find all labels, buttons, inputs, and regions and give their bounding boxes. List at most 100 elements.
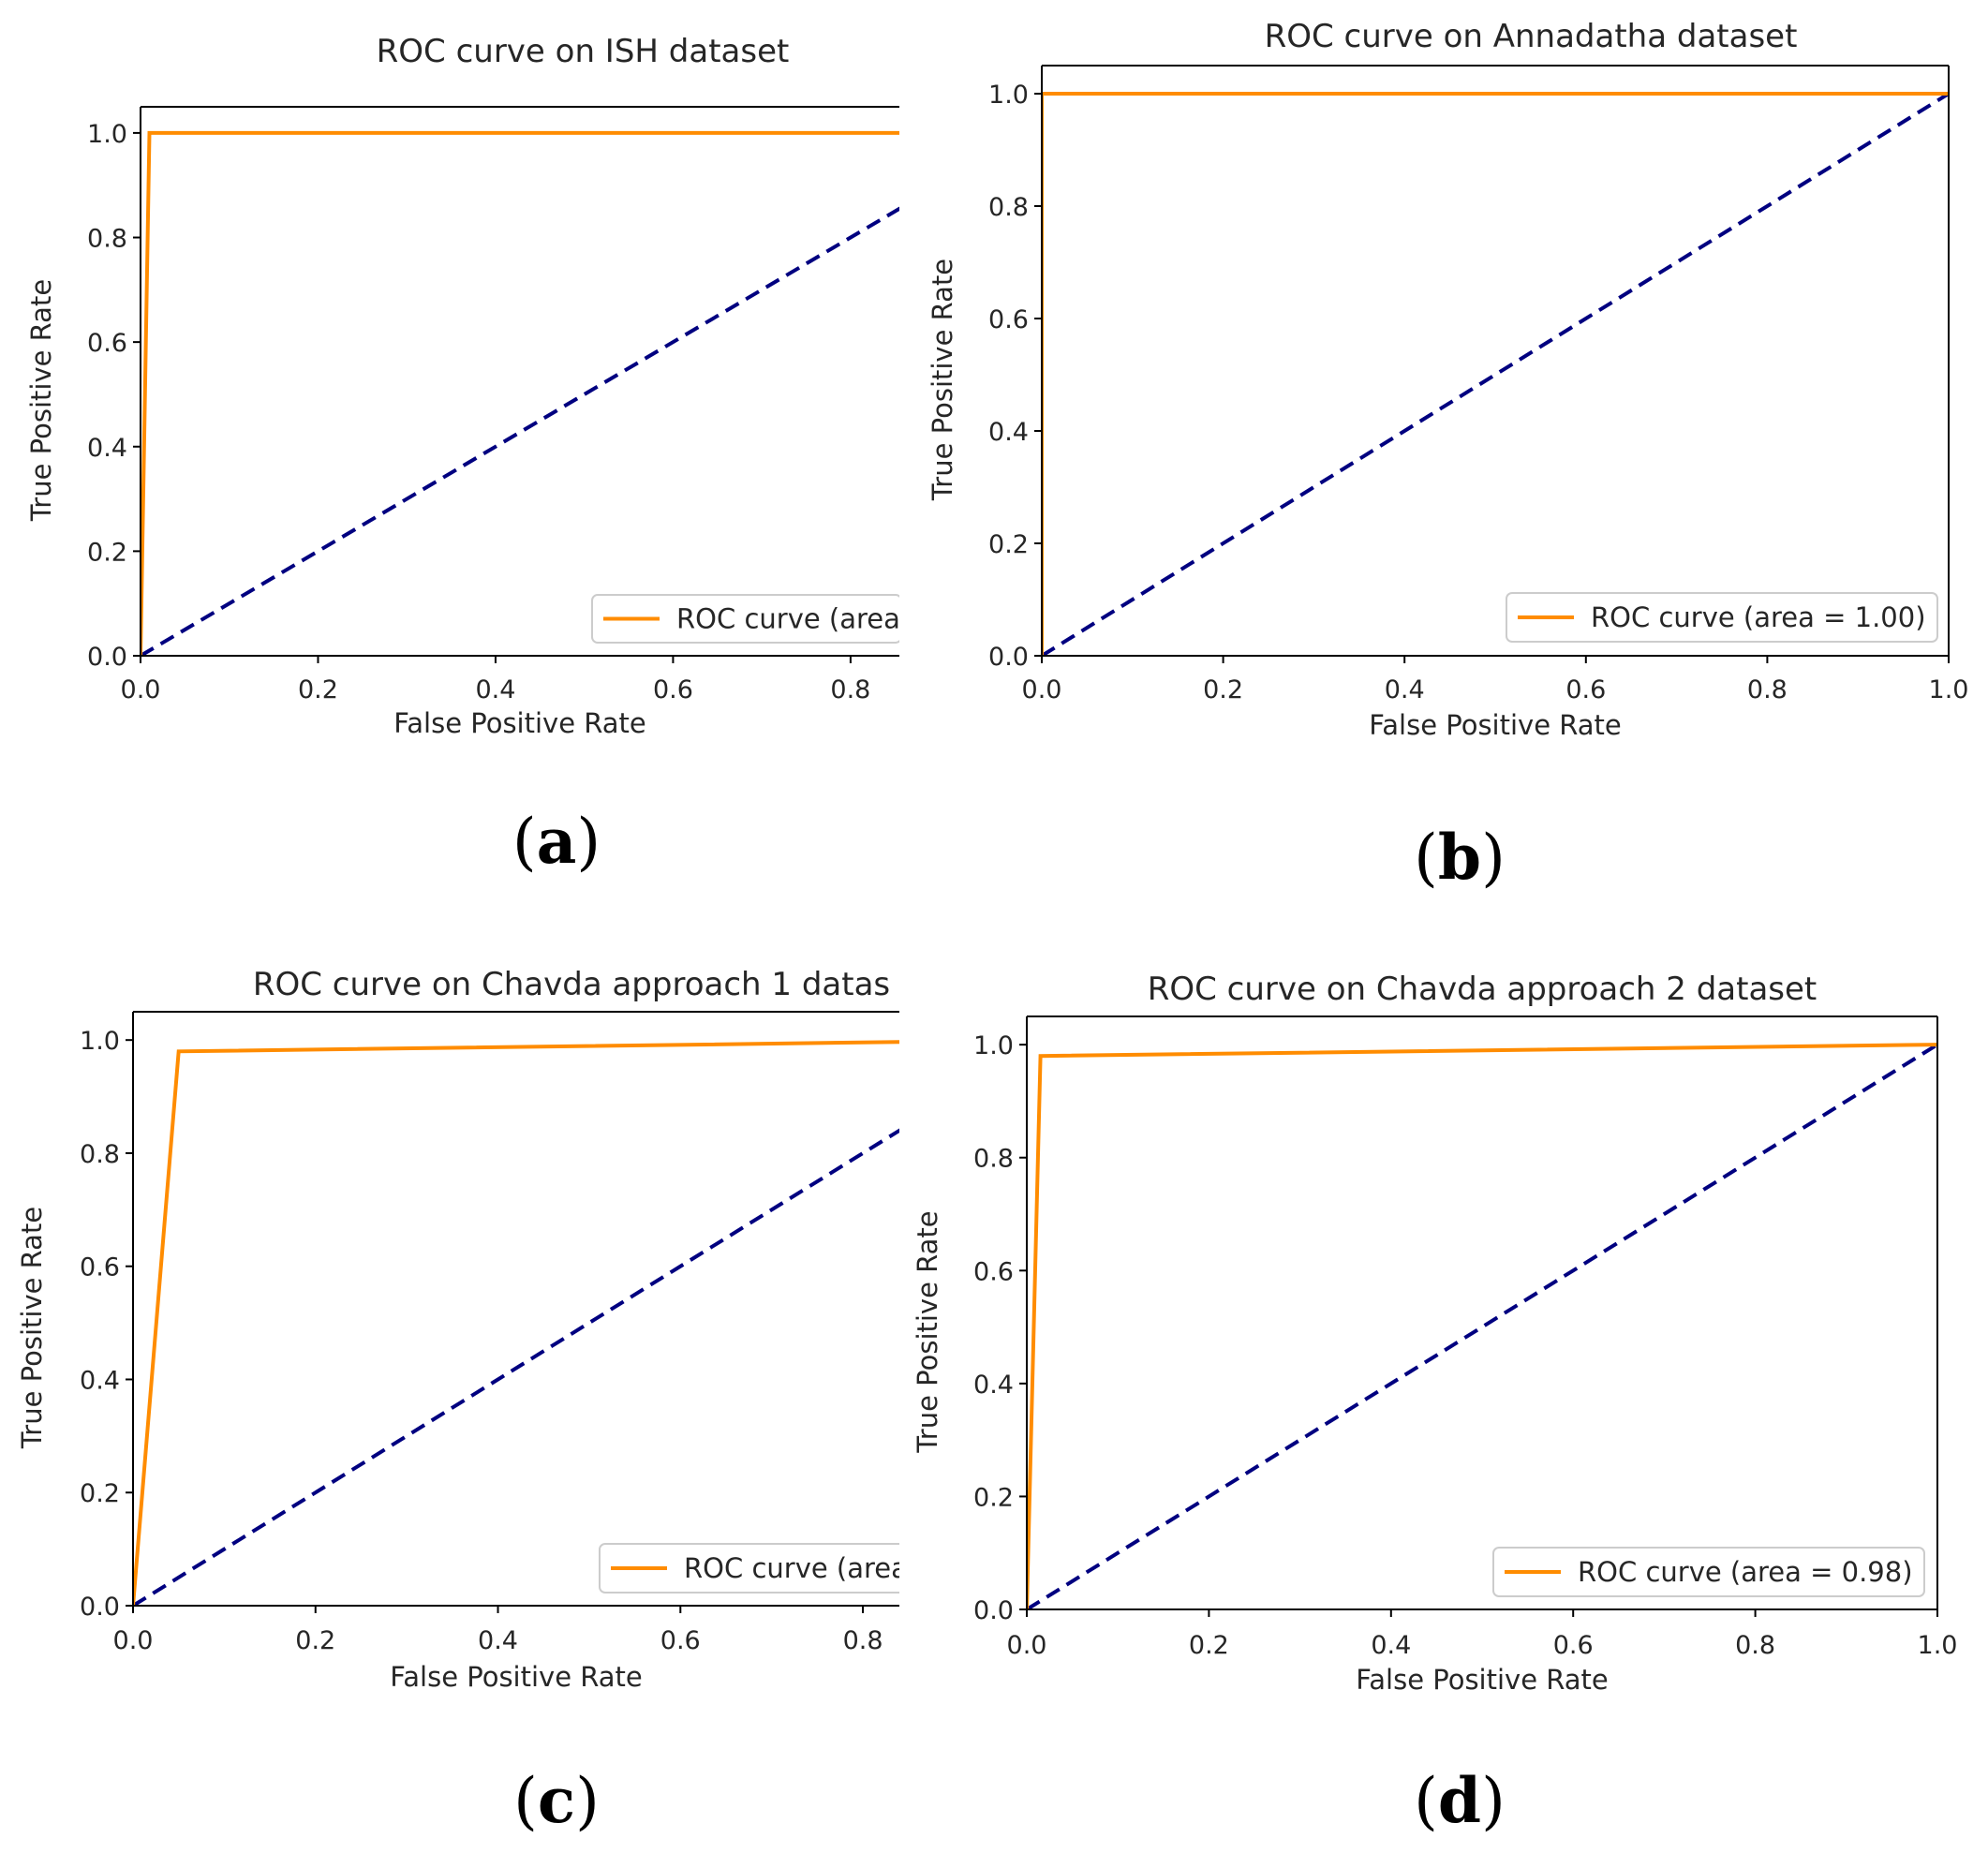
y-tick-label: 0.0 xyxy=(87,643,127,672)
y-axis-label: True Positive Rate xyxy=(912,1210,943,1453)
legend: ROC curve (area = 0.98) xyxy=(1492,1547,1925,1597)
x-tick-label: 0.2 xyxy=(298,675,338,704)
chart-title: ROC curve on Annadatha dataset xyxy=(1265,18,1798,55)
panel-label-close-paren: ) xyxy=(1481,822,1506,894)
axes-frame: 0.0 0.2 0.4 0.6 0.8 0.0 0.2 0.4 0.6 0.8 1.0 xyxy=(87,106,899,704)
chart-panel-c: 0.0 0.2 0.4 0.6 0.8 0.0 0.2 0.4 0.6 0.8 1.0 ROC cur… xyxy=(16,966,908,1837)
panel-label-open-paren: ( xyxy=(1414,1765,1438,1837)
y-tick-label: 0.4 xyxy=(80,1366,120,1395)
y-tick-label: 0.6 xyxy=(988,305,1029,334)
y-tick-label: 0.0 xyxy=(988,643,1029,672)
y-tick-label: 0.8 xyxy=(80,1140,120,1169)
x-tick-label: 0.2 xyxy=(1203,675,1243,704)
series-group xyxy=(1027,1043,1937,1609)
legend: ROC curve (area xyxy=(599,1543,908,1594)
panel-label-open-paren: ( xyxy=(513,1765,538,1837)
panel-label: (a) xyxy=(512,805,601,878)
panel-label-letter: b xyxy=(1438,821,1481,894)
x-tick-label: 0.0 xyxy=(121,675,161,704)
legend-label: ROC curve (area = 0.98) xyxy=(1578,1556,1913,1588)
legend-box xyxy=(591,594,899,644)
legend-box xyxy=(1492,1547,1925,1597)
y-tick-label: 1.0 xyxy=(973,1031,1014,1060)
x-tick-label: 0.0 xyxy=(1022,675,1062,704)
y-tick-label: 0.4 xyxy=(988,418,1029,447)
chance-diagonal-line xyxy=(1042,92,1949,656)
y-tick-label: 0.0 xyxy=(973,1596,1014,1625)
panel-label-close-paren: ) xyxy=(1481,1765,1506,1837)
x-tick-label: 0.0 xyxy=(113,1626,154,1655)
panel-label-letter: c xyxy=(538,1764,575,1837)
x-axis-label: False Positive Rate xyxy=(1356,1664,1609,1696)
x-tick-label: 0.6 xyxy=(660,1626,701,1655)
series-group xyxy=(141,130,899,656)
y-tick-label: 0.6 xyxy=(80,1253,120,1282)
x-tick-label: 0.2 xyxy=(295,1626,335,1655)
x-tick-label: 0.4 xyxy=(475,675,515,704)
y-tick-label: 0.6 xyxy=(87,329,127,358)
y-tick-label: 0.4 xyxy=(973,1371,1014,1400)
legend-label: ROC curve (area xyxy=(684,1552,908,1584)
series-group xyxy=(1042,92,1949,656)
chance-diagonal-line xyxy=(1027,1043,1937,1609)
chart-title: ROC curve on ISH dataset xyxy=(377,33,790,70)
chance-diagonal-line xyxy=(133,1128,899,1606)
panel-label-open-paren: ( xyxy=(512,806,537,878)
panel-label: (d) xyxy=(1414,1764,1506,1837)
x-tick-label: 0.8 xyxy=(1735,1631,1775,1660)
y-tick-label: 0.2 xyxy=(988,530,1029,559)
x-tick-label: 0.8 xyxy=(843,1626,883,1655)
chance-diagonal-line xyxy=(141,206,899,656)
y-tick-label: 0.8 xyxy=(988,193,1029,222)
y-tick-label: 0.8 xyxy=(973,1145,1014,1174)
panel-label-letter: d xyxy=(1438,1764,1481,1837)
x-tick-label: 0.0 xyxy=(1007,1631,1047,1660)
x-tick-label: 0.6 xyxy=(1565,675,1606,704)
chart-title: ROC curve on Chavda approach 1 datas xyxy=(253,966,890,1003)
legend: ROC curve (area = 1.00) xyxy=(1506,592,1938,643)
y-axis-label: True Positive Rate xyxy=(927,259,958,501)
panel-label-open-paren: ( xyxy=(1414,822,1438,894)
chart-panel-b: 0.0 0.2 0.4 0.6 0.8 1.0 0.0 0.2 0.4 0.6 0.8 1.0 ROC … xyxy=(927,18,1968,894)
x-tick-label: 0.4 xyxy=(1371,1631,1411,1660)
roc-curve-line xyxy=(141,130,899,656)
y-axis-label: True Positive Rate xyxy=(16,1207,48,1449)
x-tick-label: 0.6 xyxy=(1553,1631,1594,1660)
x-tick-label: 0.4 xyxy=(478,1626,518,1655)
x-tick-label: 0.6 xyxy=(653,675,693,704)
series-group xyxy=(133,1040,899,1606)
x-tick-label: 0.4 xyxy=(1385,675,1425,704)
legend-box xyxy=(599,1543,899,1594)
x-tick-label: 0.8 xyxy=(830,675,870,704)
panel-label: (b) xyxy=(1414,821,1506,894)
legend-label: ROC curve (area xyxy=(676,603,900,635)
panel-label-letter: a xyxy=(537,805,577,878)
y-tick-label: 0.8 xyxy=(87,225,127,254)
panel-label-close-paren: ) xyxy=(576,806,601,878)
x-axis-label: False Positive Rate xyxy=(393,707,646,739)
y-tick-label: 0.0 xyxy=(80,1593,120,1622)
y-tick-label: 0.4 xyxy=(87,434,127,463)
y-tick-label: 1.0 xyxy=(988,81,1029,110)
x-tick-label: 0.8 xyxy=(1747,675,1788,704)
x-tick-label: 0.2 xyxy=(1189,1631,1229,1660)
chart-title: ROC curve on Chavda approach 2 dataset xyxy=(1148,971,1817,1008)
axes-frame: 0.0 0.2 0.4 0.6 0.8 1.0 0.0 0.2 0.4 0.6 0.8 1.0 xyxy=(973,1015,1958,1660)
y-tick-label: 1.0 xyxy=(80,1027,120,1056)
y-axis-label: True Positive Rate xyxy=(25,279,57,522)
axes-frame: 0.0 0.2 0.4 0.6 0.8 1.0 0.0 0.2 0.4 0.6 0.8 1.0 xyxy=(988,65,1968,704)
x-axis-label: False Positive Rate xyxy=(1369,709,1622,741)
chart-panel-d: 0.0 0.2 0.4 0.6 0.8 1.0 0.0 0.2 0.4 0.6 0.8 1.0 ROC … xyxy=(912,971,1957,1837)
y-tick-label: 1.0 xyxy=(87,120,127,149)
roc-curve-line xyxy=(133,1040,899,1606)
legend-box xyxy=(1506,592,1938,643)
y-tick-label: 0.2 xyxy=(87,538,127,567)
legend-label: ROC curve (area = 1.00) xyxy=(1591,601,1926,633)
roc-curve-line xyxy=(1027,1043,1937,1609)
x-axis-label: False Positive Rate xyxy=(390,1661,643,1693)
x-tick-label: 1.0 xyxy=(1918,1631,1958,1660)
axes-frame: 0.0 0.2 0.4 0.6 0.8 0.0 0.2 0.4 0.6 0.8 1.0 xyxy=(80,1011,899,1655)
panel-label: (c) xyxy=(513,1764,600,1837)
y-tick-label: 0.6 xyxy=(973,1257,1014,1286)
